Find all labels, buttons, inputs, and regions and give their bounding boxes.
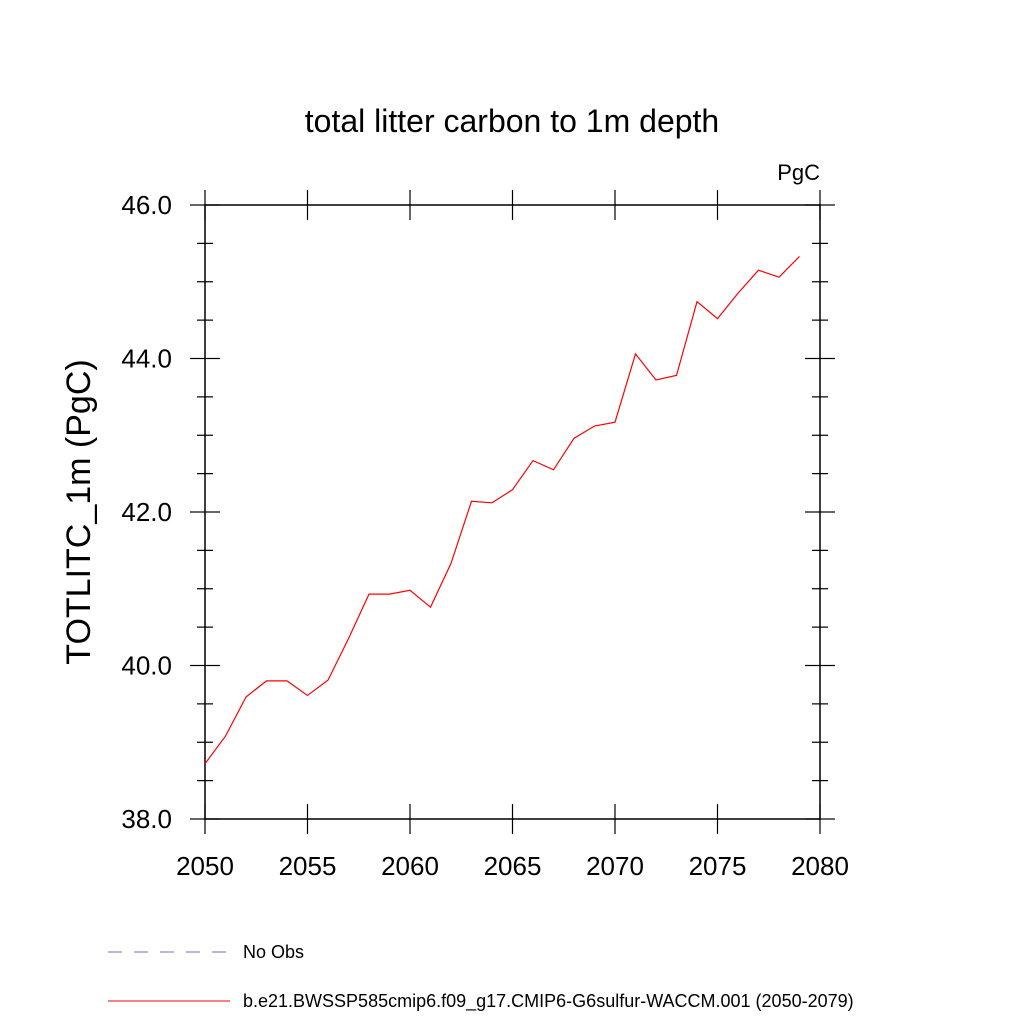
x-tick-label: 2075 (689, 851, 747, 881)
legend: No Obs b.e21.BWSSP585cmip6.f09_g17.CMIP6-… (108, 942, 854, 1012)
series-line (204, 255, 800, 765)
axis-ticks (190, 190, 835, 834)
x-tick-label: 2065 (484, 851, 542, 881)
y-tick-label: 46.0 (121, 190, 172, 220)
x-tick-label: 2060 (381, 851, 439, 881)
tick-labels: 2050 2055 2060 2065 2070 2075 2080 38.0 40.0 42.0… (121, 190, 849, 881)
plot-frame (204, 204, 821, 820)
y-axis-label: TOTLITC_1m (PgC) (60, 359, 98, 664)
x-tick-label: 2070 (586, 851, 644, 881)
y-tick-label: 40.0 (121, 651, 172, 681)
legend-label: No Obs (243, 942, 304, 962)
legend-label: b.e21.BWSSP585cmip6.f09_g17.CMIP6-G6sulf… (243, 991, 854, 1012)
x-tick-label: 2080 (791, 851, 849, 881)
x-tick-label: 2055 (279, 851, 337, 881)
x-tick-label: 2050 (176, 851, 234, 881)
chart-title: total litter carbon to 1m depth (305, 103, 719, 139)
series-layer (204, 255, 800, 765)
y-tick-label: 42.0 (121, 497, 172, 527)
y-tick-label: 38.0 (121, 804, 172, 834)
y-tick-label: 44.0 (121, 344, 172, 374)
units-label: PgC (777, 160, 820, 185)
